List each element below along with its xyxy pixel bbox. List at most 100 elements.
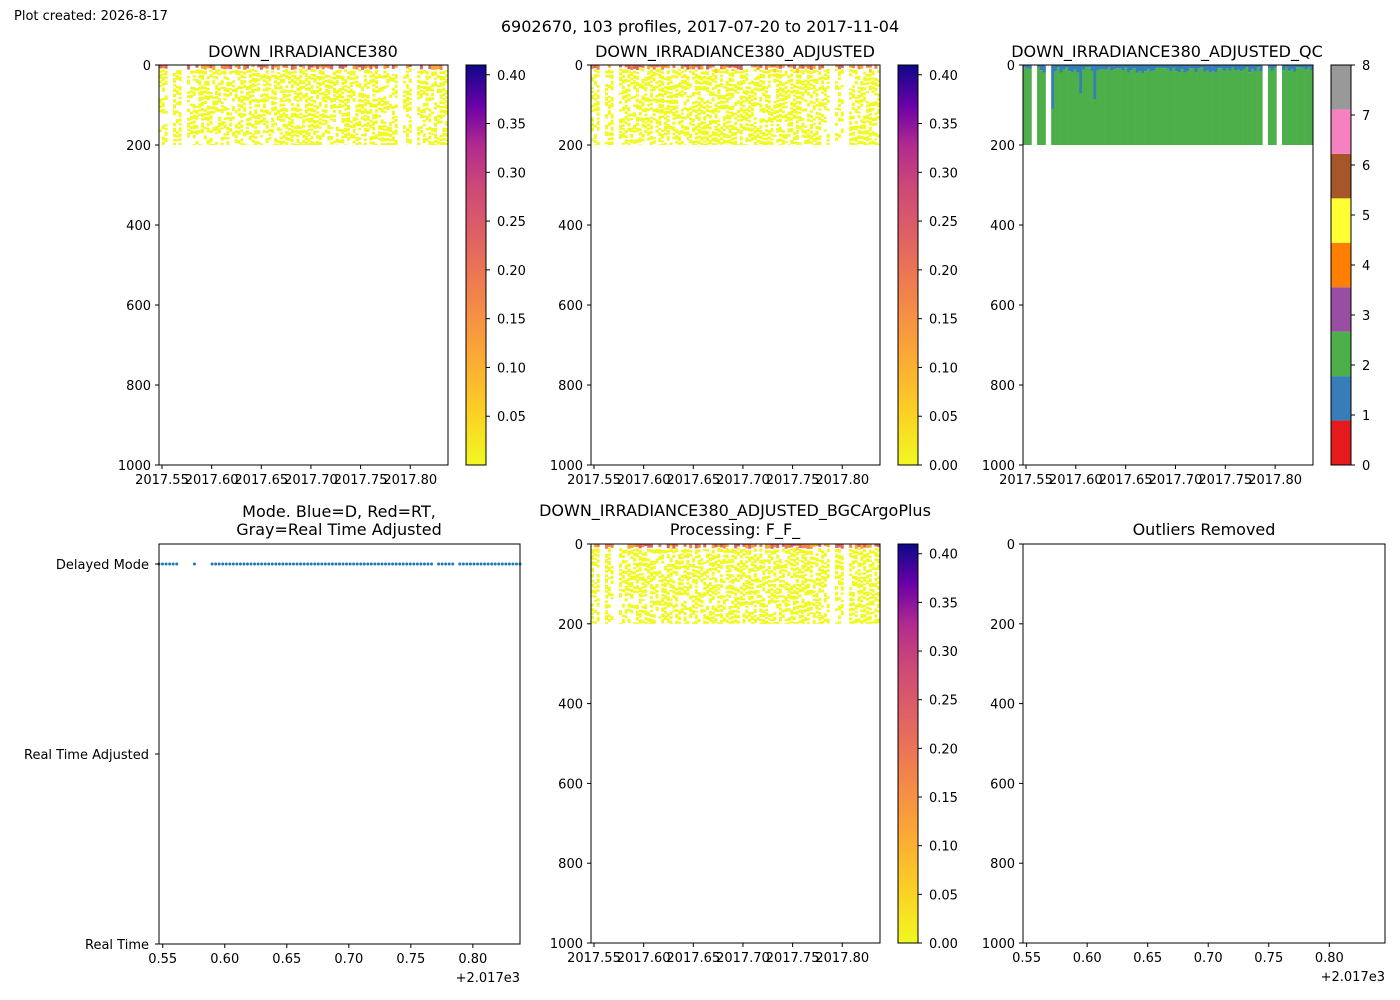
irradiance-cell — [607, 137, 611, 141]
irradiance-cell — [229, 91, 233, 96]
irradiance-cell — [282, 73, 286, 77]
irradiance-cell — [764, 133, 768, 137]
qc-cell-flag-2 — [1217, 68, 1221, 145]
mode-point — [228, 562, 232, 566]
irradiance-cell — [851, 126, 855, 131]
irradiance-cell — [860, 613, 864, 619]
mode-point — [426, 562, 430, 566]
irradiance-cell — [854, 80, 858, 85]
irradiance-cell — [610, 566, 614, 569]
irradiance-cell — [787, 594, 791, 599]
irradiance-cell — [728, 621, 732, 624]
irradiance-cell — [672, 99, 676, 104]
irradiance-cell — [877, 97, 881, 101]
irradiance-cell — [694, 144, 698, 145]
irradiance-cell — [851, 580, 855, 586]
irradiance-cell — [714, 589, 718, 592]
irradiance-cell — [784, 569, 788, 572]
irradiance-cell — [161, 98, 165, 101]
irradiance-cell — [282, 103, 286, 106]
irradiance-cell — [405, 107, 409, 113]
irradiance-cell — [302, 70, 306, 75]
qc-cell-flag-1 — [1084, 65, 1089, 68]
irradiance-cell — [781, 614, 785, 618]
qc-cell-flag-2 — [1253, 71, 1257, 145]
irradiance-cell — [408, 124, 412, 129]
irradiance-cell — [159, 80, 163, 84]
irradiance-cell — [837, 621, 841, 624]
irradiance-cell — [408, 78, 412, 84]
irradiance-cell — [366, 94, 370, 99]
irradiance-cell — [770, 556, 774, 561]
irradiance-cell — [661, 619, 665, 624]
qc-cell-flag-1 — [1234, 65, 1238, 71]
irradiance-cell — [352, 140, 356, 144]
irradiance-cell — [689, 607, 693, 613]
irradiance-cell — [206, 105, 210, 110]
irradiance-cell — [338, 99, 342, 103]
irradiance-cell — [641, 586, 645, 589]
irradiance-cell — [417, 137, 421, 141]
irradiance-cell — [316, 85, 320, 89]
irradiance-cell — [801, 70, 805, 75]
irradiance-cell — [835, 608, 839, 612]
irradiance-cell — [641, 605, 645, 609]
irradiance-cell — [417, 142, 421, 145]
irradiance-cell — [725, 544, 729, 547]
mode-point — [217, 562, 221, 566]
irradiance-cell — [442, 142, 446, 145]
irradiance-cell — [330, 118, 334, 121]
irradiance-cell — [728, 77, 732, 82]
irradiance-cell — [187, 95, 191, 98]
irradiance-cell — [840, 65, 844, 69]
irradiance-cell — [672, 126, 676, 132]
irradiance-cell — [658, 570, 662, 575]
irradiance-cell — [633, 557, 637, 562]
irradiance-cell — [391, 136, 395, 142]
irradiance-cell — [860, 81, 864, 86]
irradiance-cell — [874, 87, 878, 92]
irradiance-cell — [759, 599, 763, 602]
irradiance-cell — [762, 141, 766, 145]
irradiance-cell — [722, 580, 726, 583]
irradiance-cell — [821, 620, 825, 624]
irradiance-cell — [818, 548, 822, 553]
irradiance-cell — [686, 586, 690, 592]
irradiance-cell — [607, 548, 611, 553]
irradiance-cell — [296, 130, 300, 134]
irradiance-cell — [812, 69, 816, 74]
irradiance-cell — [619, 134, 623, 140]
irradiance-cell — [722, 101, 726, 104]
irradiance-cell — [203, 81, 207, 86]
irradiance-cell — [669, 572, 673, 577]
irradiance-cell — [669, 80, 673, 84]
x-tick-label: 0.75 — [396, 952, 425, 967]
irradiance-cell — [391, 142, 395, 145]
irradiance-cell — [815, 78, 819, 84]
irradiance-cell — [711, 97, 715, 102]
irradiance-cell — [860, 103, 864, 107]
irradiance-cell — [776, 554, 780, 559]
irradiance-cell — [854, 582, 858, 587]
irradiance-cell — [734, 112, 738, 116]
irradiance-cell — [877, 581, 881, 584]
irradiance-cell — [739, 569, 743, 574]
irradiance-cell — [854, 96, 858, 99]
irradiance-cell — [403, 90, 407, 94]
irradiance-cell — [868, 578, 872, 582]
irradiance-cell — [865, 580, 869, 584]
irradiance-cell — [860, 556, 864, 561]
irradiance-cell — [332, 76, 336, 80]
irradiance-cell — [759, 118, 763, 124]
figure-suptitle: 6902670, 103 profiles, 2017-07-20 to 201… — [501, 17, 899, 36]
qc-cell-flag-1 — [1290, 65, 1294, 70]
irradiance-cell — [223, 97, 227, 101]
irradiance-cell — [254, 109, 258, 114]
irradiance-cell — [605, 600, 609, 604]
irradiance-cell — [865, 591, 869, 597]
colorbar-tick-label: 0.40 — [497, 69, 526, 84]
irradiance-cell — [346, 71, 350, 75]
irradiance-cell — [318, 126, 322, 129]
irradiance-cell — [361, 134, 365, 137]
irradiance-cell — [593, 589, 597, 594]
